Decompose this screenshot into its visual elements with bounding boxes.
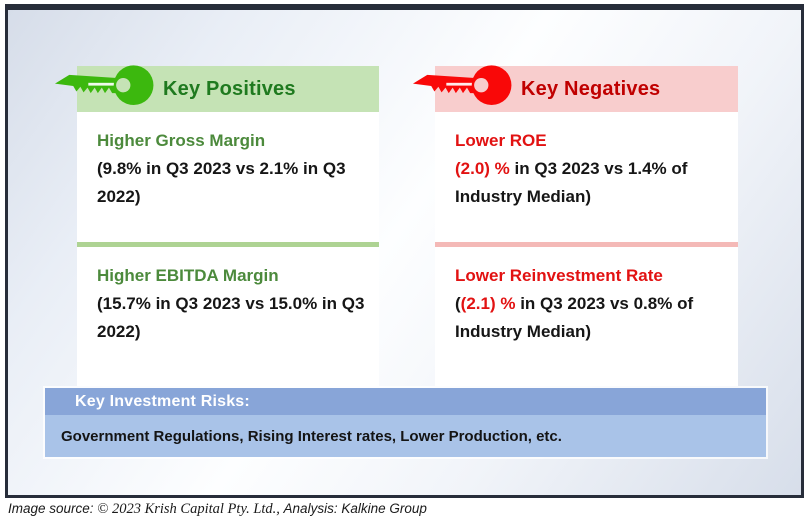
- body-rest: in Q3 2023 vs 0.8% of Industry Median): [455, 294, 694, 341]
- caption-prefix: Image source:: [8, 501, 98, 516]
- card-title: Higher Gross Margin: [97, 131, 266, 150]
- positive-card-gross-margin: Higher Gross Margin (9.8% in Q3 2023 vs …: [77, 112, 379, 242]
- negative-value: (2.0) %: [455, 159, 510, 178]
- positive-card-ebitda-margin: Higher EBITDA Margin (15.7% in Q3 2023 v…: [77, 247, 379, 386]
- divider: [77, 242, 379, 247]
- key-negatives-header-band: Key Negatives: [412, 65, 738, 112]
- negative-card-reinvestment-rate: Lower Reinvestment Rate ((2.1) % in Q3 2…: [435, 247, 738, 386]
- caption-analysis: Analysis: Kalkine Group: [283, 501, 427, 516]
- card-title: Higher EBITDA Margin: [97, 266, 279, 285]
- key-negatives-title: Key Negatives: [521, 77, 661, 100]
- key-negatives-section: Key Negatives Lower ROE (2.0) % in Q3 20…: [412, 65, 738, 386]
- body-rest: in Q3 2023 vs 1.4% of Industry Median): [455, 159, 688, 206]
- key-icon: [53, 59, 157, 113]
- card-body: (15.7% in Q3 2023 vs 15.0% in Q3 2022): [97, 294, 365, 341]
- card-body: (9.8% in Q3 2023 vs 2.1% in Q3 2022): [97, 159, 346, 206]
- card-title: Lower ROE: [455, 131, 547, 150]
- card-body: (2.0) % in Q3 2023 vs 1.4% of Industry M…: [455, 155, 724, 211]
- image-source-caption: Image source: © 2023 Krish Capital Pty. …: [8, 501, 427, 518]
- key-positives-section: Key Positives Higher Gross Margin (9.8% …: [54, 65, 379, 386]
- card-title: Lower Reinvestment Rate: [455, 266, 663, 285]
- negative-value: (2.1) %: [460, 294, 516, 313]
- negative-card-roe: Lower ROE (2.0) % in Q3 2023 vs 1.4% of …: [435, 112, 738, 242]
- key-investment-risks-banner: Key Investment Risks: Government Regulat…: [43, 386, 768, 459]
- divider: [435, 242, 738, 247]
- card-body: ((2.1) % in Q3 2023 vs 0.8% of Industry …: [455, 290, 724, 346]
- body-prefix: (: [455, 294, 461, 313]
- key-positives-title: Key Positives: [163, 77, 296, 100]
- caption-copyright: © 2023 Krish Capital Pty. Ltd.,: [97, 501, 284, 517]
- risks-banner-title: Key Investment Risks:: [45, 388, 766, 415]
- key-icon: [411, 59, 515, 113]
- infographic-panel: Key Positives Higher Gross Margin (9.8% …: [5, 4, 804, 498]
- risks-banner-text: Government Regulations, Rising Interest …: [45, 415, 766, 457]
- key-positives-header-band: Key Positives: [54, 65, 379, 112]
